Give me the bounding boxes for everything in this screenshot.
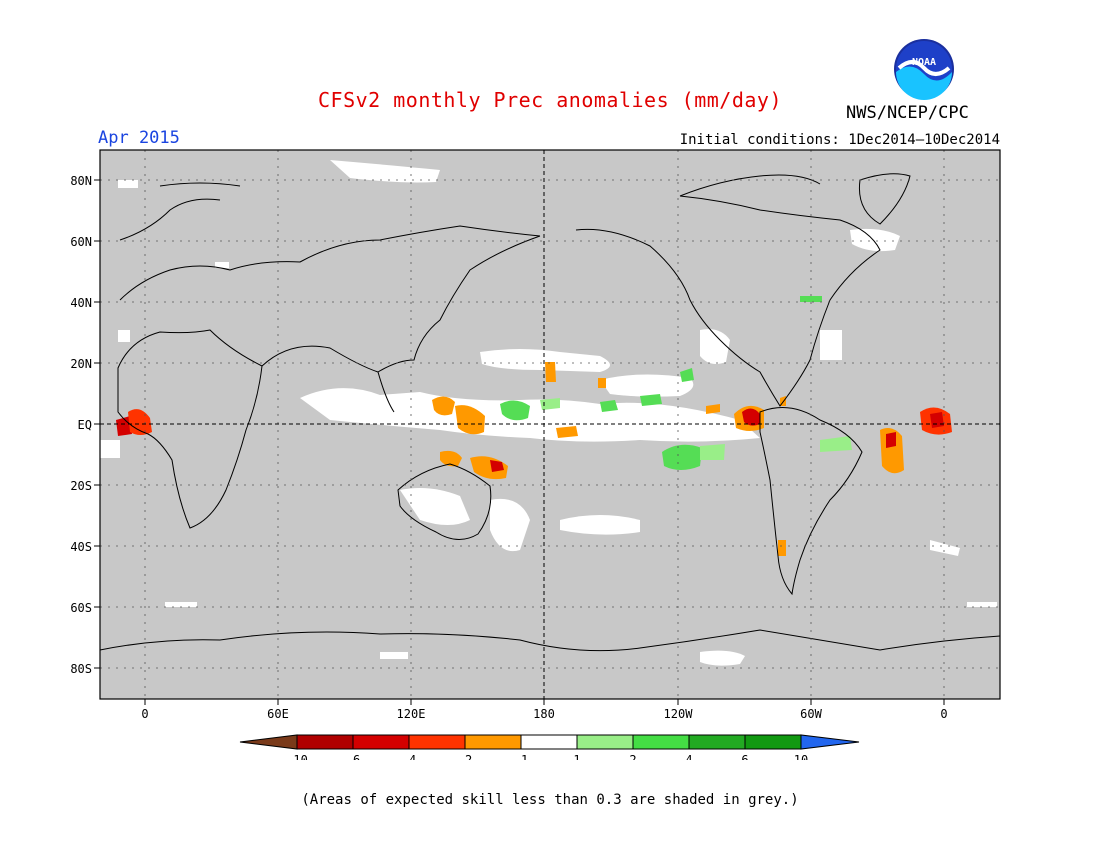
lon-label: 60W — [800, 707, 822, 721]
colorbar-label: -2 — [458, 753, 472, 760]
colorbar-label: 1 — [573, 753, 580, 760]
lat-label: 60S — [70, 601, 92, 615]
colorbar-label: 2 — [629, 753, 636, 760]
colorbar-label: 10 — [794, 753, 808, 760]
wet-anomaly-areas — [500, 296, 822, 470]
map-panel: 80N 60N 40N 20N EQ 20S 40S 60S 80S 0 60E… — [70, 149, 1001, 760]
colorbar-label: -1 — [514, 753, 528, 760]
colorbar-segment — [520, 734, 578, 750]
colorbar-label: -4 — [402, 753, 416, 760]
colorbar-segment — [408, 734, 466, 750]
colorbar-label: -6 — [346, 753, 360, 760]
lat-label: 60N — [70, 235, 92, 249]
latitude-labels: 80N 60N 40N 20N EQ 20S 40S 60S 80S — [70, 174, 92, 676]
map-title: CFSv2 monthly Prec anomalies (mm/day) — [317, 88, 783, 112]
lon-label: 180 — [533, 707, 555, 721]
organization-label: NWS/NCEP/CPC — [846, 103, 969, 123]
colorbar-end-low — [239, 734, 298, 750]
colorbar-label: -10 — [286, 753, 308, 760]
lon-label: 60E — [267, 707, 289, 721]
lon-label: 0 — [940, 707, 947, 721]
tick-marks — [94, 179, 945, 705]
lat-label: 20S — [70, 479, 92, 493]
lat-label: 80S — [70, 662, 92, 676]
colorbar-segment — [744, 734, 802, 750]
colorbar-label: 4 — [685, 753, 692, 760]
lon-label: 120E — [397, 707, 426, 721]
colorbar-segment — [464, 734, 522, 750]
longitude-labels: 0 60E 120E 180 120W 60W 0 — [141, 707, 947, 721]
colorbar-end-high — [800, 734, 860, 750]
graticule — [100, 150, 1000, 699]
colorbar-segment — [352, 734, 410, 750]
colorbar-label: 6 — [741, 753, 748, 760]
lat-label: 40S — [70, 540, 92, 554]
light-wet-anomaly-areas — [540, 398, 852, 460]
noaa-logo: NOAA — [894, 39, 954, 100]
skill-footnote: (Areas of expected skill less than 0.3 a… — [301, 792, 799, 808]
colorbar-segment — [576, 734, 634, 750]
lat-label: 80N — [70, 174, 92, 188]
lon-label: 0 — [141, 707, 148, 721]
coastlines — [99, 173, 1001, 652]
noaa-logo-text: NOAA — [912, 57, 936, 68]
neutral-anomaly-areas — [100, 160, 997, 666]
lat-label: 40N — [70, 296, 92, 310]
colorbar-segment — [296, 734, 354, 750]
lon-label: 120W — [664, 707, 694, 721]
colorbar-segment — [688, 734, 746, 750]
lat-label: EQ — [78, 418, 92, 432]
colorbar-segment — [632, 734, 690, 750]
colorbar: -10 -6 -4 -2 -1 1 2 4 6 10 — [239, 734, 860, 760]
lat-label: 20N — [70, 357, 92, 371]
initial-conditions: Initial conditions: 1Dec2014–10Dec2014 — [679, 132, 1000, 148]
valid-period: Apr 2015 — [98, 128, 180, 148]
